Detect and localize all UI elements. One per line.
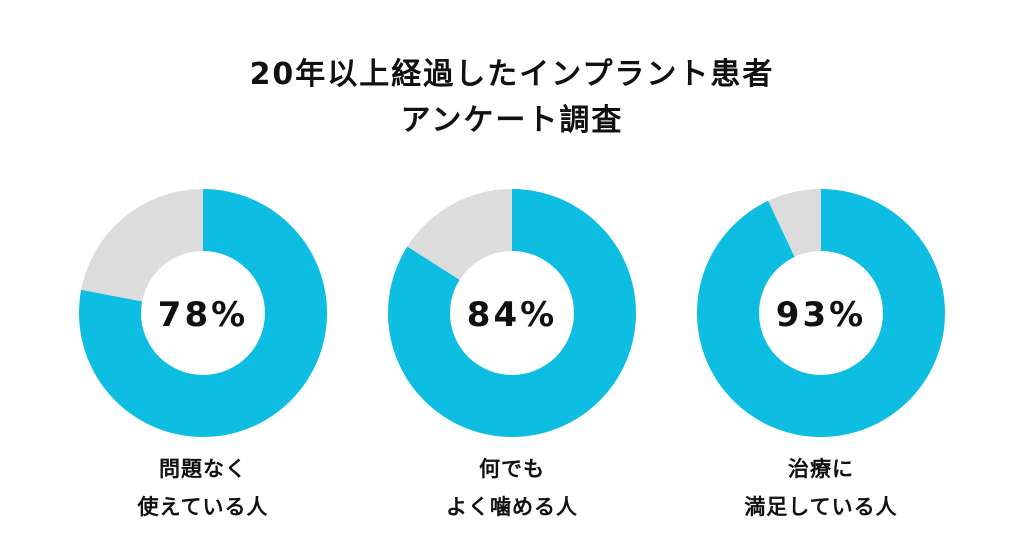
caption-line-2: 使えている人 <box>137 495 269 519</box>
chart-caption: 治療に 満足している人 <box>666 450 976 526</box>
title-line-1: 20年以上経過したインプラント患者 <box>249 57 775 92</box>
donut-hole <box>450 251 574 375</box>
donut-svg-2: 84% <box>387 189 636 438</box>
donut-chart-3: 93% 治療に 満足している人 <box>696 188 946 519</box>
caption-line-1: 治療に <box>788 457 854 481</box>
donut-chart-1: 78% 問題なく 使えている人 <box>78 188 328 519</box>
chart-caption: 問題なく 使えている人 <box>48 450 358 526</box>
title-line-2: アンケート調査 <box>400 103 624 138</box>
caption-line-2: よく噛める人 <box>446 495 578 519</box>
donut-hole <box>141 251 265 375</box>
donut-hole <box>759 251 883 375</box>
page-title: 20年以上経過したインプラント患者 アンケート調査 <box>0 52 1024 144</box>
caption-line-2: 満足している人 <box>744 495 898 519</box>
chart-caption: 何でも よく噛める人 <box>357 450 667 526</box>
percent-label: 78% <box>158 295 248 335</box>
donut-chart-2: 84% 何でも よく噛める人 <box>387 188 637 519</box>
caption-line-1: 問題なく <box>159 457 247 481</box>
percent-label: 93% <box>776 295 866 335</box>
caption-line-1: 何でも <box>479 457 545 481</box>
donut-svg-1: 78% <box>79 189 328 437</box>
donut-svg-3: 93% <box>696 189 945 437</box>
percent-label: 84% <box>467 295 557 335</box>
